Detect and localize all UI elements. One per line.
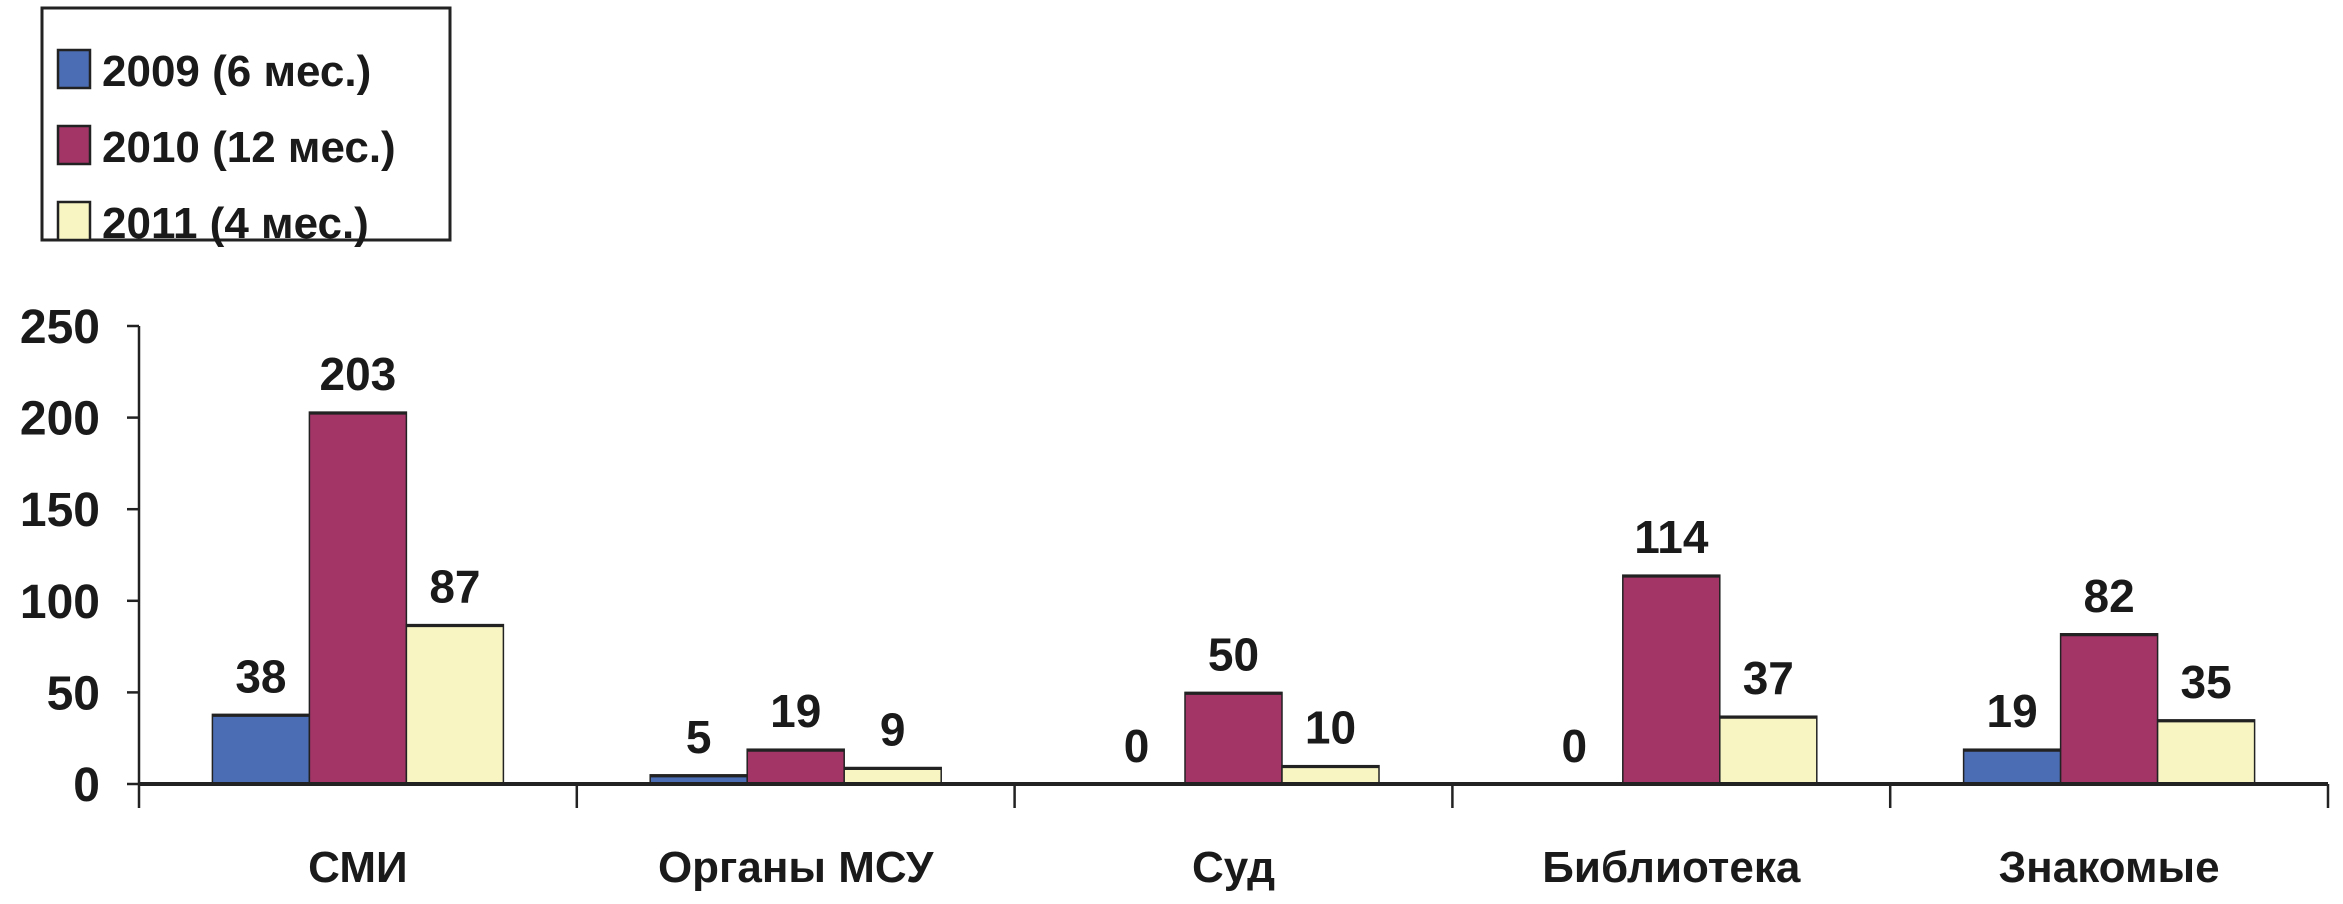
axes: [127, 324, 2330, 808]
bar: [1281, 764, 1380, 785]
data-label: 114: [1634, 511, 1709, 563]
legend-label: 2011 (4 мес.): [102, 199, 369, 248]
legend-swatch: [56, 48, 92, 90]
legend-label: 2010 (12 мес.): [102, 123, 396, 172]
y-tick-label: 250: [20, 301, 100, 354]
legend-box: [40, 6, 452, 242]
legend-label: 2009 (6 мес.): [102, 47, 371, 96]
legend: 2009 (6 мес.) 2010 (12 мес.) 2011 (4 мес.): [40, 6, 452, 248]
category-label: СМИ: [308, 843, 407, 892]
y-tick-label: 100: [20, 576, 100, 629]
bar: [308, 411, 408, 785]
legend-swatch: [56, 124, 92, 166]
y-tick-label: 150: [20, 484, 100, 537]
data-label: 35: [2181, 656, 2232, 708]
data-label: 19: [1987, 685, 2038, 737]
bar: [2156, 719, 2256, 785]
data-label: 0: [1124, 720, 1150, 772]
data-label: 203: [320, 348, 397, 400]
labels: 38 203 87 СМИ 5 19 9 Органы МСУ 0 50 10 Суд 0 114 37 Би…: [20, 301, 2232, 892]
bar: [1184, 691, 1283, 785]
data-label: 19: [770, 685, 821, 737]
bar: [2059, 633, 2159, 785]
category-label: Знакомые: [1999, 843, 2220, 892]
y-tick-label: 0: [73, 759, 100, 812]
category-label: Суд: [1192, 843, 1275, 892]
bars: [211, 411, 2256, 785]
bar: [1622, 574, 1721, 785]
data-label: 38: [235, 650, 286, 702]
bar: [1719, 715, 1818, 785]
data-label: 87: [429, 561, 480, 613]
bar: [746, 748, 845, 785]
data-label: 0: [1562, 720, 1588, 772]
y-tick-label: 200: [20, 393, 100, 446]
legend-swatch: [56, 200, 92, 242]
y-tick-label: 50: [47, 667, 100, 720]
data-label: 10: [1305, 702, 1356, 754]
bar: [405, 623, 505, 785]
category-label: Библиотека: [1542, 843, 1801, 892]
data-label: 50: [1208, 628, 1259, 680]
category-label: Органы МСУ: [658, 843, 934, 892]
data-label: 9: [880, 704, 906, 756]
data-label: 82: [2084, 570, 2135, 622]
bar: [211, 713, 311, 785]
bar: [1962, 748, 2062, 785]
data-label: 37: [1743, 652, 1794, 704]
data-label: 5: [686, 711, 712, 763]
